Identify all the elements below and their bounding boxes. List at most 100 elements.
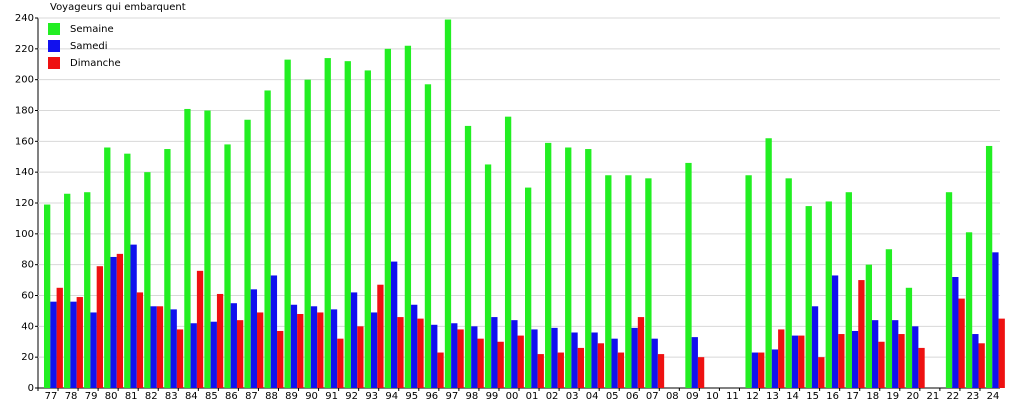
bar bbox=[184, 108, 191, 388]
bar bbox=[805, 206, 812, 388]
bar bbox=[257, 312, 264, 388]
bar bbox=[64, 193, 71, 388]
x-tick-label: 07 bbox=[646, 391, 659, 400]
x-tick-label: 19 bbox=[886, 391, 899, 400]
bar bbox=[831, 275, 839, 388]
x-tick-label: 06 bbox=[626, 391, 639, 400]
x-tick-label: 82 bbox=[145, 391, 158, 400]
bar bbox=[451, 323, 458, 388]
x-tick-label: 78 bbox=[65, 391, 78, 400]
bar bbox=[565, 147, 572, 388]
bar bbox=[571, 332, 578, 388]
bar bbox=[751, 352, 759, 388]
y-tick-label: 220 bbox=[15, 44, 34, 55]
bar bbox=[811, 306, 819, 388]
legend-label: Semaine bbox=[70, 24, 114, 35]
bar bbox=[791, 335, 799, 388]
bar bbox=[84, 192, 91, 388]
bar bbox=[845, 192, 852, 388]
bar bbox=[625, 175, 632, 388]
x-tick-label: 14 bbox=[786, 391, 799, 400]
y-tick-label: 100 bbox=[15, 229, 34, 240]
bar bbox=[216, 293, 224, 388]
bar bbox=[104, 147, 111, 388]
bar bbox=[370, 312, 378, 388]
x-tick-label: 09 bbox=[686, 391, 699, 400]
bar bbox=[537, 354, 544, 388]
x-tick-label: 89 bbox=[285, 391, 298, 400]
bar bbox=[958, 298, 965, 388]
bar bbox=[838, 334, 845, 388]
bar bbox=[144, 172, 151, 388]
bar bbox=[397, 317, 404, 388]
bar bbox=[464, 125, 472, 389]
x-tick-label: 88 bbox=[265, 391, 278, 400]
bar bbox=[872, 320, 879, 388]
bar bbox=[912, 326, 919, 388]
y-tick-label: 140 bbox=[15, 167, 34, 178]
x-tick-label: 10 bbox=[706, 391, 719, 400]
x-tick-label: 90 bbox=[305, 391, 318, 400]
x-tick-label: 22 bbox=[947, 391, 960, 400]
bar bbox=[337, 338, 344, 388]
bar bbox=[591, 332, 598, 388]
legend-swatch bbox=[48, 40, 60, 52]
bar bbox=[765, 138, 772, 388]
x-tick-label: 00 bbox=[506, 391, 519, 400]
bar bbox=[110, 256, 117, 388]
bar bbox=[297, 314, 304, 388]
y-tick-label: 160 bbox=[15, 136, 34, 147]
bar bbox=[985, 145, 993, 388]
bar bbox=[350, 292, 358, 388]
bar bbox=[170, 309, 177, 388]
y-tick-label: 40 bbox=[21, 321, 34, 332]
bar bbox=[444, 19, 452, 389]
bar bbox=[477, 338, 484, 388]
legend-label: Dimanche bbox=[70, 58, 121, 69]
bar bbox=[778, 329, 785, 388]
bar bbox=[611, 338, 618, 388]
x-tick-label: 18 bbox=[866, 391, 879, 400]
bar bbox=[785, 178, 792, 388]
y-tick-label: 60 bbox=[21, 291, 34, 302]
y-tick-label: 20 bbox=[21, 352, 34, 363]
bar bbox=[497, 341, 504, 388]
bar bbox=[377, 284, 384, 388]
x-tick-label: 98 bbox=[466, 391, 479, 400]
bar bbox=[190, 323, 197, 388]
y-tick-label: 80 bbox=[21, 260, 34, 271]
bar bbox=[965, 232, 973, 388]
bar bbox=[76, 297, 83, 388]
bar bbox=[557, 352, 564, 388]
bar bbox=[244, 119, 251, 388]
bar bbox=[577, 347, 584, 388]
x-tick-label: 93 bbox=[365, 391, 378, 400]
x-tick-label: 86 bbox=[225, 391, 238, 400]
x-tick-label: 85 bbox=[205, 391, 218, 400]
x-tick-label: 05 bbox=[606, 391, 619, 400]
x-tick-label: 21 bbox=[926, 391, 939, 400]
x-tick-label: 12 bbox=[746, 391, 759, 400]
x-tick-label: 83 bbox=[165, 391, 178, 400]
x-tick-label: 02 bbox=[546, 391, 559, 400]
bar bbox=[978, 343, 985, 388]
bar bbox=[511, 320, 518, 388]
x-tick-label: 17 bbox=[846, 391, 859, 400]
x-tick-label: 77 bbox=[45, 391, 58, 400]
bar bbox=[697, 357, 705, 388]
bar bbox=[330, 309, 338, 388]
bar bbox=[124, 153, 131, 388]
bar bbox=[491, 317, 498, 388]
bar bbox=[344, 61, 351, 389]
x-tick-label: 99 bbox=[486, 391, 499, 400]
bar bbox=[304, 79, 311, 389]
bar bbox=[324, 58, 331, 388]
x-tick-label: 80 bbox=[105, 391, 118, 400]
bar bbox=[892, 320, 899, 388]
bar bbox=[885, 249, 893, 388]
bar bbox=[585, 149, 592, 388]
x-tick-label: 81 bbox=[125, 391, 138, 400]
x-tick-label: 11 bbox=[726, 391, 739, 400]
bar bbox=[605, 175, 612, 388]
